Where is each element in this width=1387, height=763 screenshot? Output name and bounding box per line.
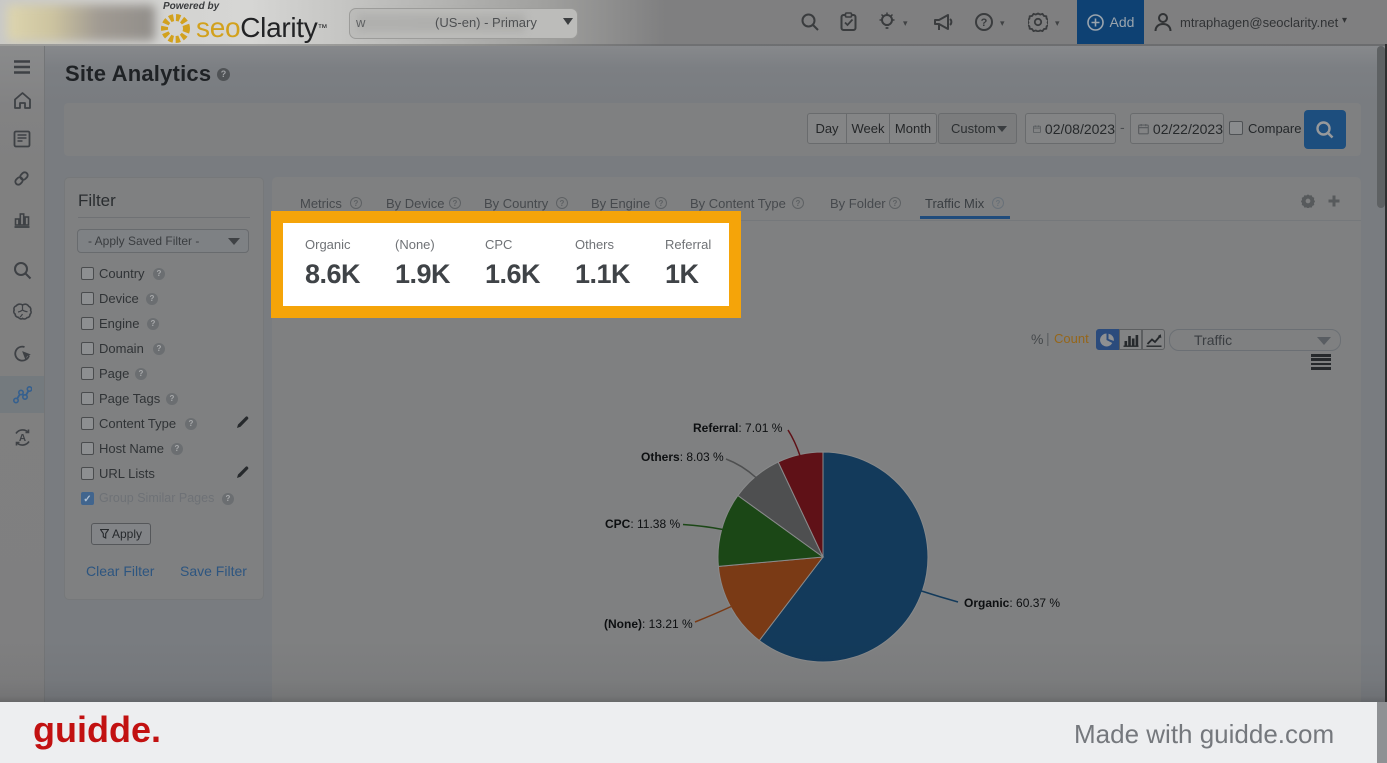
svg-text:?: ?: [981, 17, 988, 29]
svg-text:A: A: [19, 433, 26, 444]
